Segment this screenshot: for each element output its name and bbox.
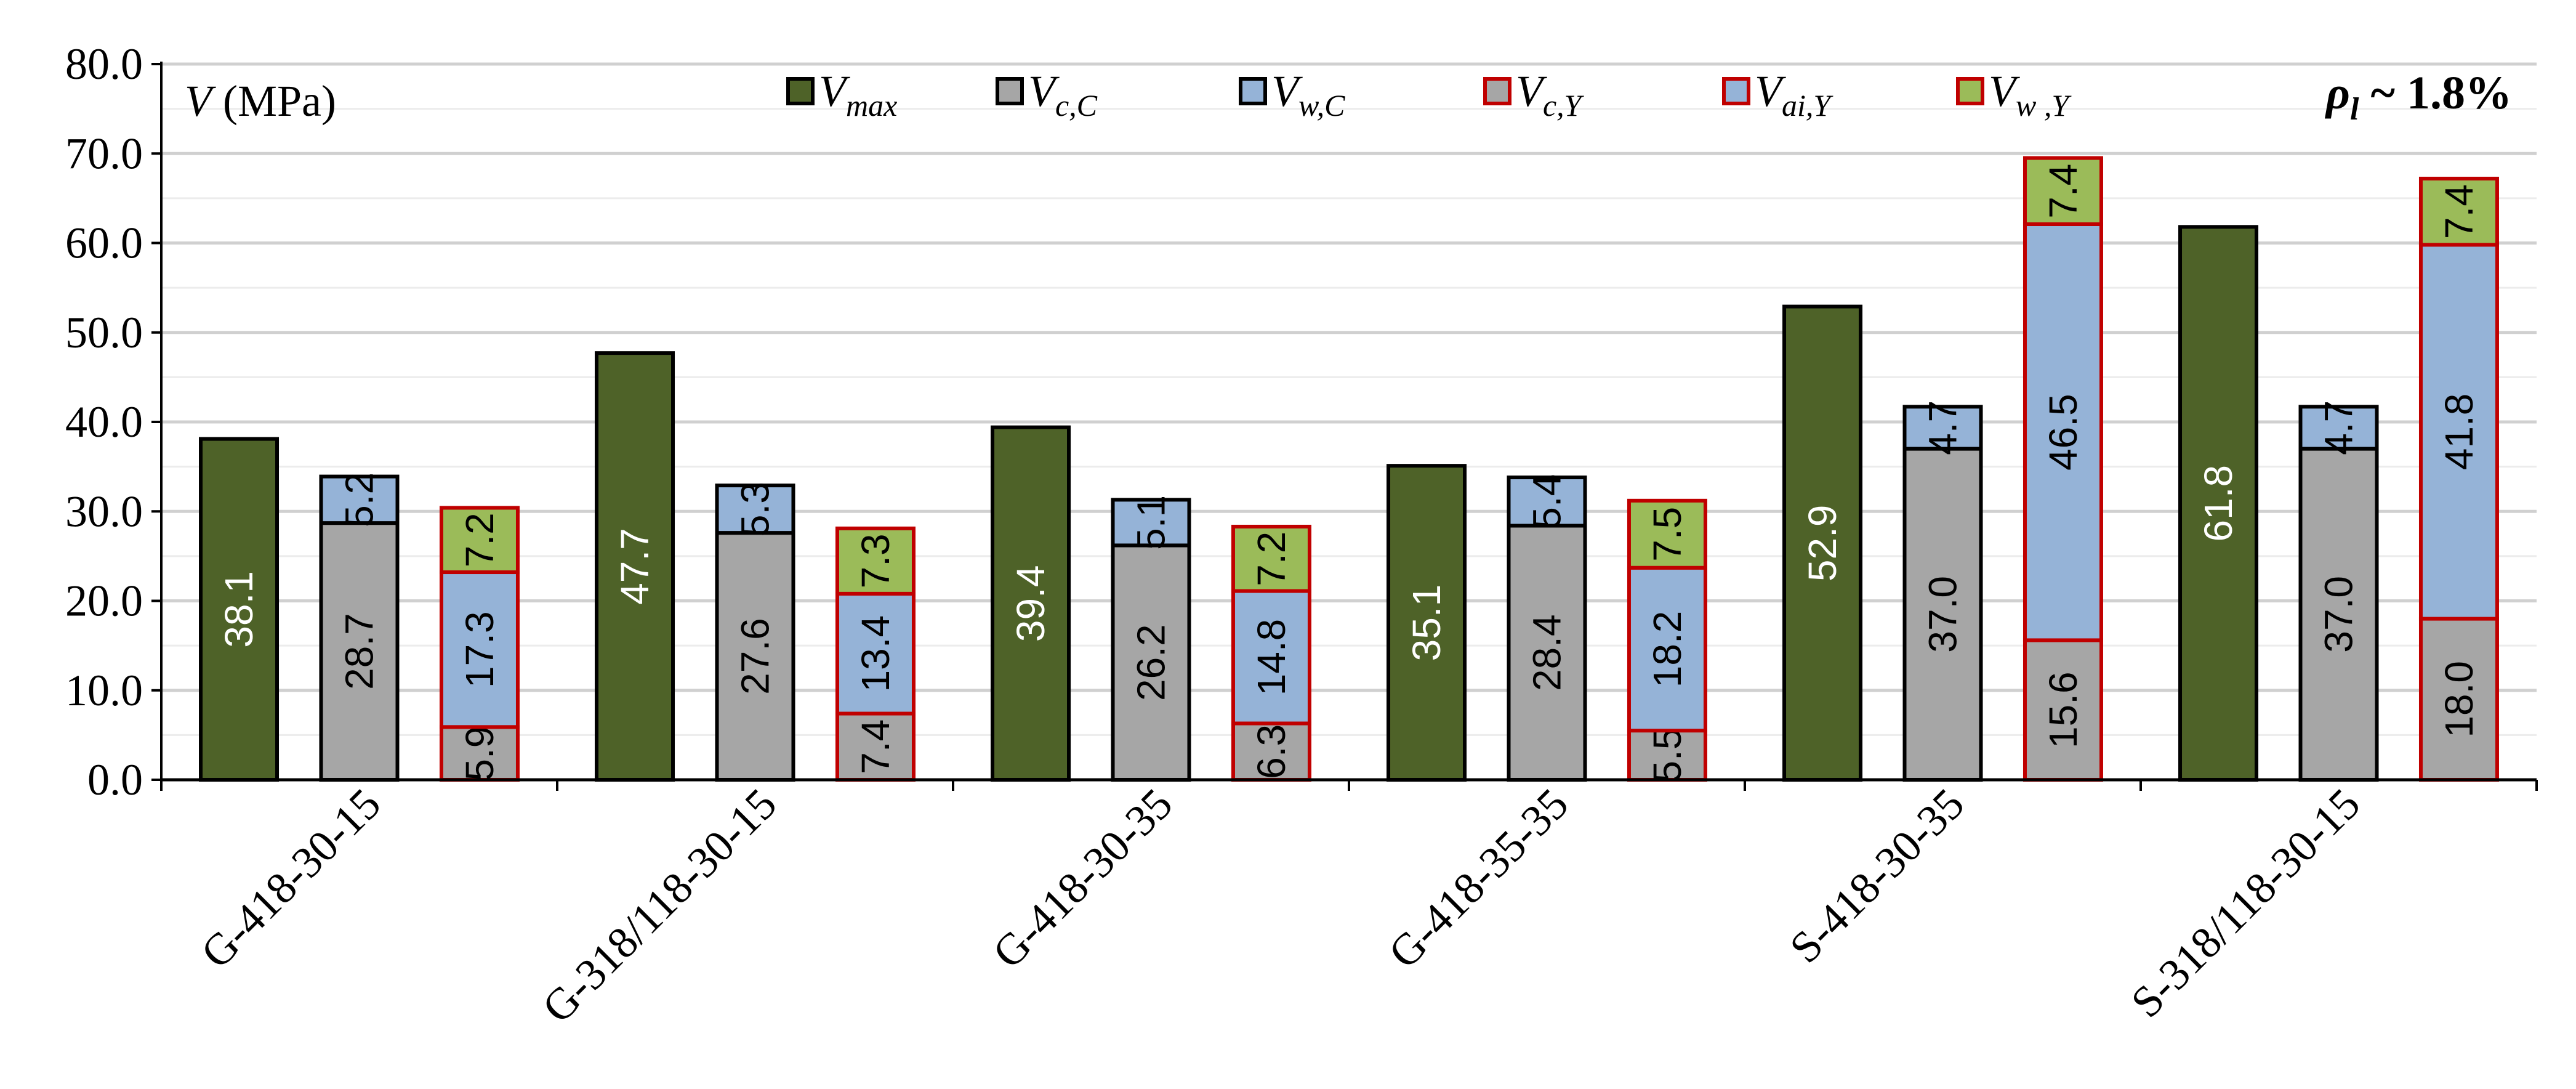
bar-segment	[1627, 565, 1707, 733]
x-category-label: G-418-30-15	[191, 779, 390, 978]
data-label: 5.9	[457, 726, 502, 781]
bars: 38.1 28.7 5.2 5.9 17.3 7.2 47.7 27.6 5.3 7.4 13.4 7…	[199, 156, 2499, 783]
data-label: 38.1	[217, 571, 261, 648]
legend-swatch	[1722, 77, 1750, 105]
legend-label: Vw ,Y	[1989, 67, 2072, 123]
data-label: 28.7	[337, 613, 382, 690]
bar-segment	[715, 484, 795, 535]
bar-segment	[1111, 543, 1191, 782]
annotation-text: ρl ~ 1.8%	[2325, 67, 2512, 127]
bar-segment	[439, 570, 520, 729]
data-label: 7.5	[1645, 507, 1689, 562]
bar-segment	[1782, 304, 1863, 782]
data-label: 17.3	[457, 611, 502, 688]
x-category-label: S-418-30-35	[1780, 779, 1973, 973]
bar-segment	[1387, 464, 1467, 782]
bar-segment	[1231, 524, 1311, 593]
bar-segment	[319, 474, 400, 525]
gridlines	[161, 62, 2537, 736]
data-label: 5.4	[1525, 474, 1569, 529]
legend-label: Vw,C	[1271, 67, 1345, 123]
data-label: 18.2	[1645, 611, 1689, 688]
data-label: 13.4	[853, 615, 898, 692]
legend-swatch	[1483, 77, 1511, 105]
data-label: 5.3	[733, 482, 778, 536]
data-label: 7.4	[853, 719, 898, 774]
data-label: 14.8	[1249, 619, 1294, 696]
data-label: 47.7	[613, 528, 657, 605]
data-label: 27.6	[733, 618, 778, 695]
legend-label: Vc,C	[1028, 67, 1098, 123]
legend-label: Vmax	[819, 67, 897, 123]
bar-segment	[2418, 176, 2499, 247]
legend-swatch	[786, 77, 815, 105]
data-label: 6.3	[1249, 724, 1294, 779]
data-label: 52.9	[1800, 505, 1845, 582]
y-tick-label: 70.0	[65, 129, 143, 178]
bar-segment	[1627, 498, 1707, 570]
y-tick-label: 60.0	[65, 219, 143, 268]
data-label: 5.2	[337, 472, 382, 527]
data-label: 5.5	[1645, 728, 1689, 783]
data-label: 7.4	[2041, 164, 2085, 219]
y-tick-label: 50.0	[65, 308, 143, 357]
data-label: 37.0	[1921, 576, 1965, 653]
data-label: 41.8	[2437, 394, 2481, 471]
bar-segment	[319, 521, 400, 782]
legend-swatch	[996, 77, 1024, 105]
bar-segment	[1902, 405, 1983, 451]
data-label: 7.4	[2437, 184, 2481, 239]
data-label: 5.1	[1129, 495, 1173, 550]
bar-segment	[1507, 476, 1587, 528]
data-label: 46.5	[2041, 394, 2085, 471]
data-label: 4.7	[1921, 400, 1965, 455]
legend-swatch	[1956, 77, 1984, 105]
y-tick-label: 30.0	[65, 487, 143, 536]
legend-label: Vai,Y	[1755, 67, 1833, 123]
bar-segment	[2298, 447, 2379, 782]
bar-segment	[1507, 524, 1587, 782]
data-label: 18.0	[2437, 661, 2481, 738]
y-axis-title: V (MPa)	[185, 76, 336, 126]
data-label: 26.2	[1129, 624, 1173, 701]
bar-segment	[835, 526, 916, 596]
bar-segment	[835, 711, 916, 782]
legend: Vmax Vc,C Vw,C Vc,Y Vai,Y Vw ,Y	[786, 67, 2072, 123]
bar-segment	[1111, 498, 1191, 548]
data-label: 37.0	[2317, 576, 2361, 653]
bar-segment	[2023, 156, 2103, 226]
bar-segment	[1902, 447, 1983, 782]
data-label: 7.2	[457, 512, 502, 567]
bar-segment	[1231, 721, 1311, 782]
x-category-label: G-418-35-35	[1379, 779, 1577, 978]
y-tick-label: 40.0	[65, 397, 143, 447]
x-category-label: G-418-30-35	[983, 779, 1181, 978]
bar-segment	[2418, 617, 2499, 782]
data-label: 15.6	[2041, 671, 2085, 748]
y-tick-label: 20.0	[65, 577, 143, 626]
data-label: 39.4	[1008, 565, 1053, 642]
x-category-label: G-318/118-30-15	[533, 779, 786, 1032]
data-label: 28.4	[1525, 614, 1569, 691]
bar-segment	[835, 591, 916, 716]
legend-label: Vc,Y	[1516, 67, 1585, 123]
x-category-label: S-318/118-30-15	[2122, 779, 2370, 1027]
bar-segment	[2023, 222, 2103, 642]
y-tick-label: 10.0	[65, 666, 143, 715]
bar-segment	[2298, 405, 2379, 451]
data-label: 4.7	[2317, 400, 2361, 455]
bar-segment	[439, 725, 520, 782]
data-label: 7.3	[853, 533, 898, 588]
y-tick-label: 0.0	[87, 755, 143, 804]
y-tick-label: 80.0	[65, 39, 143, 89]
data-label: 61.8	[2196, 465, 2240, 542]
bar-segment	[439, 506, 520, 575]
data-label: 35.1	[1404, 585, 1449, 662]
bar-segment	[2178, 225, 2259, 782]
data-label: 7.2	[1249, 532, 1294, 586]
legend-swatch	[1239, 77, 1267, 105]
